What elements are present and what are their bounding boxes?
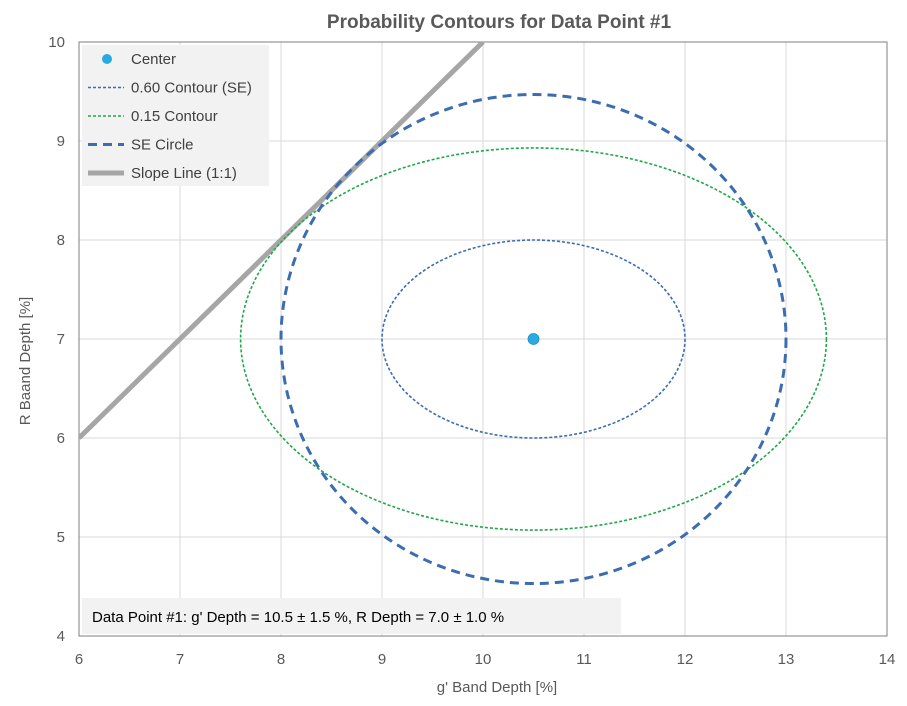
y-tick-label: 7	[57, 331, 65, 348]
y-tick-label: 5	[57, 529, 65, 546]
legend: Center 0.60 Contour (SE) 0.15 Contour SE Ci…	[82, 45, 269, 186]
legend-marker	[102, 54, 112, 64]
legend-label: SE Circle	[131, 137, 194, 154]
series-layer	[79, 42, 828, 586]
y-tick-label: 10	[48, 34, 65, 51]
y-tick-label: 4	[57, 628, 65, 645]
legend-label: Center	[131, 51, 176, 68]
y-tick-label: 9	[57, 133, 65, 150]
series-center-point	[527, 333, 540, 345]
y-tick-label: 8	[57, 232, 65, 249]
annotation-text: Data Point #1: g' Depth = 10.5 ± 1.5 %, …	[92, 609, 504, 626]
y-axis-ticks: 4 5 6 7 8 9 10	[48, 34, 65, 645]
legend-item-0-60-contour-se: 0.60 Contour (SE)	[88, 80, 252, 97]
x-tick-label: 9	[378, 651, 386, 668]
x-axis-ticks: 6 7 8 9 10 11 12 13 14	[75, 651, 896, 668]
x-tick-label: 6	[75, 651, 83, 668]
legend-item-slope-line-1-1: Slope Line (1:1)	[88, 165, 237, 182]
x-axis-title: g' Band Depth [%]	[437, 679, 557, 696]
x-tick-label: 8	[277, 651, 285, 668]
legend-item-se-circle: SE Circle	[88, 137, 194, 154]
x-tick-label: 14	[879, 651, 896, 668]
legend-label: Slope Line (1:1)	[131, 165, 237, 182]
y-axis-title: R Baand Depth [%]	[17, 297, 34, 425]
annotation-background	[82, 598, 621, 634]
x-tick-label: 11	[576, 651, 592, 668]
chart-title: Probability Contours for Data Point #1	[327, 12, 672, 33]
x-tick-label: 13	[778, 651, 795, 668]
legend-label: 0.15 Contour	[131, 108, 218, 125]
legend-label: 0.60 Contour (SE)	[131, 80, 252, 97]
legend-item-0-15-contour: 0.15 Contour	[88, 108, 218, 125]
y-tick-label: 6	[57, 430, 65, 447]
legend-item-center: Center	[102, 51, 176, 68]
x-tick-label: 10	[475, 651, 492, 668]
x-tick-label: 12	[677, 651, 694, 668]
annotation-box: Data Point #1: g' Depth = 10.5 ± 1.5 %, …	[82, 598, 621, 634]
series-0-15-contour	[239, 147, 828, 531]
series-se-circle	[279, 92, 788, 586]
x-tick-label: 7	[176, 651, 184, 668]
series-0-60-contour-se	[381, 239, 686, 439]
series-slope-line-1-1	[79, 42, 485, 440]
grid	[78, 41, 888, 637]
